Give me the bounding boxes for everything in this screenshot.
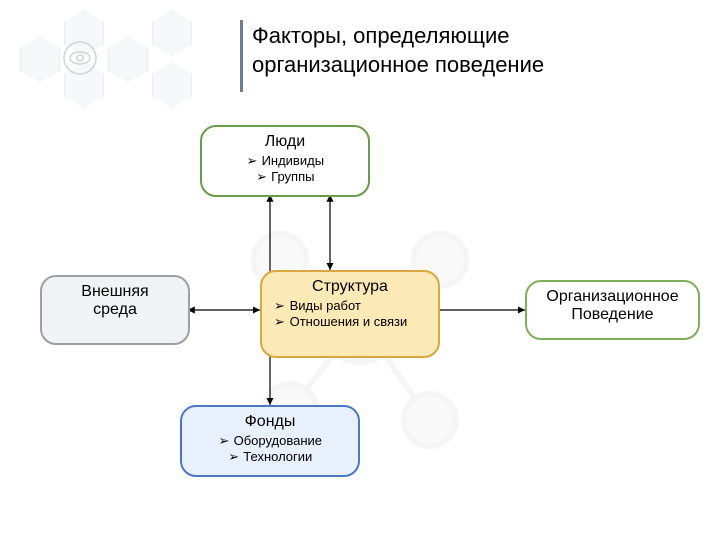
node-funds: Фонды ➢ Оборудование➢ Технологии: [180, 405, 360, 477]
node-funds-items: ➢ Оборудование➢ Технологии: [194, 433, 346, 465]
node-structure-items: ➢ Виды работ➢ Отношения и связи: [274, 298, 426, 330]
node-environment-title: Внешняясреда: [54, 283, 176, 319]
title-line1: Факторы, определяющиеорганизационное пов…: [252, 23, 544, 77]
hex-background: [20, 10, 220, 130]
eye-icon: [56, 34, 116, 94]
slide-title: Факторы, определяющиеорганизационное пов…: [252, 22, 544, 79]
node-org-behavior-title: ОрганизационноеПоведение: [539, 288, 686, 324]
node-org-behavior: ОрганизационноеПоведение: [525, 280, 700, 340]
node-funds-title: Фонды: [194, 413, 346, 431]
node-environment: Внешняясреда: [40, 275, 190, 345]
node-structure-title: Структура: [274, 278, 426, 296]
node-people: Люди ➢ Индивиды➢ Группы: [200, 125, 370, 197]
node-people-title: Люди: [214, 133, 356, 151]
node-people-items: ➢ Индивиды➢ Группы: [214, 153, 356, 185]
title-rule: [240, 20, 243, 92]
node-structure: Структура ➢ Виды работ➢ Отношения и связ…: [260, 270, 440, 358]
